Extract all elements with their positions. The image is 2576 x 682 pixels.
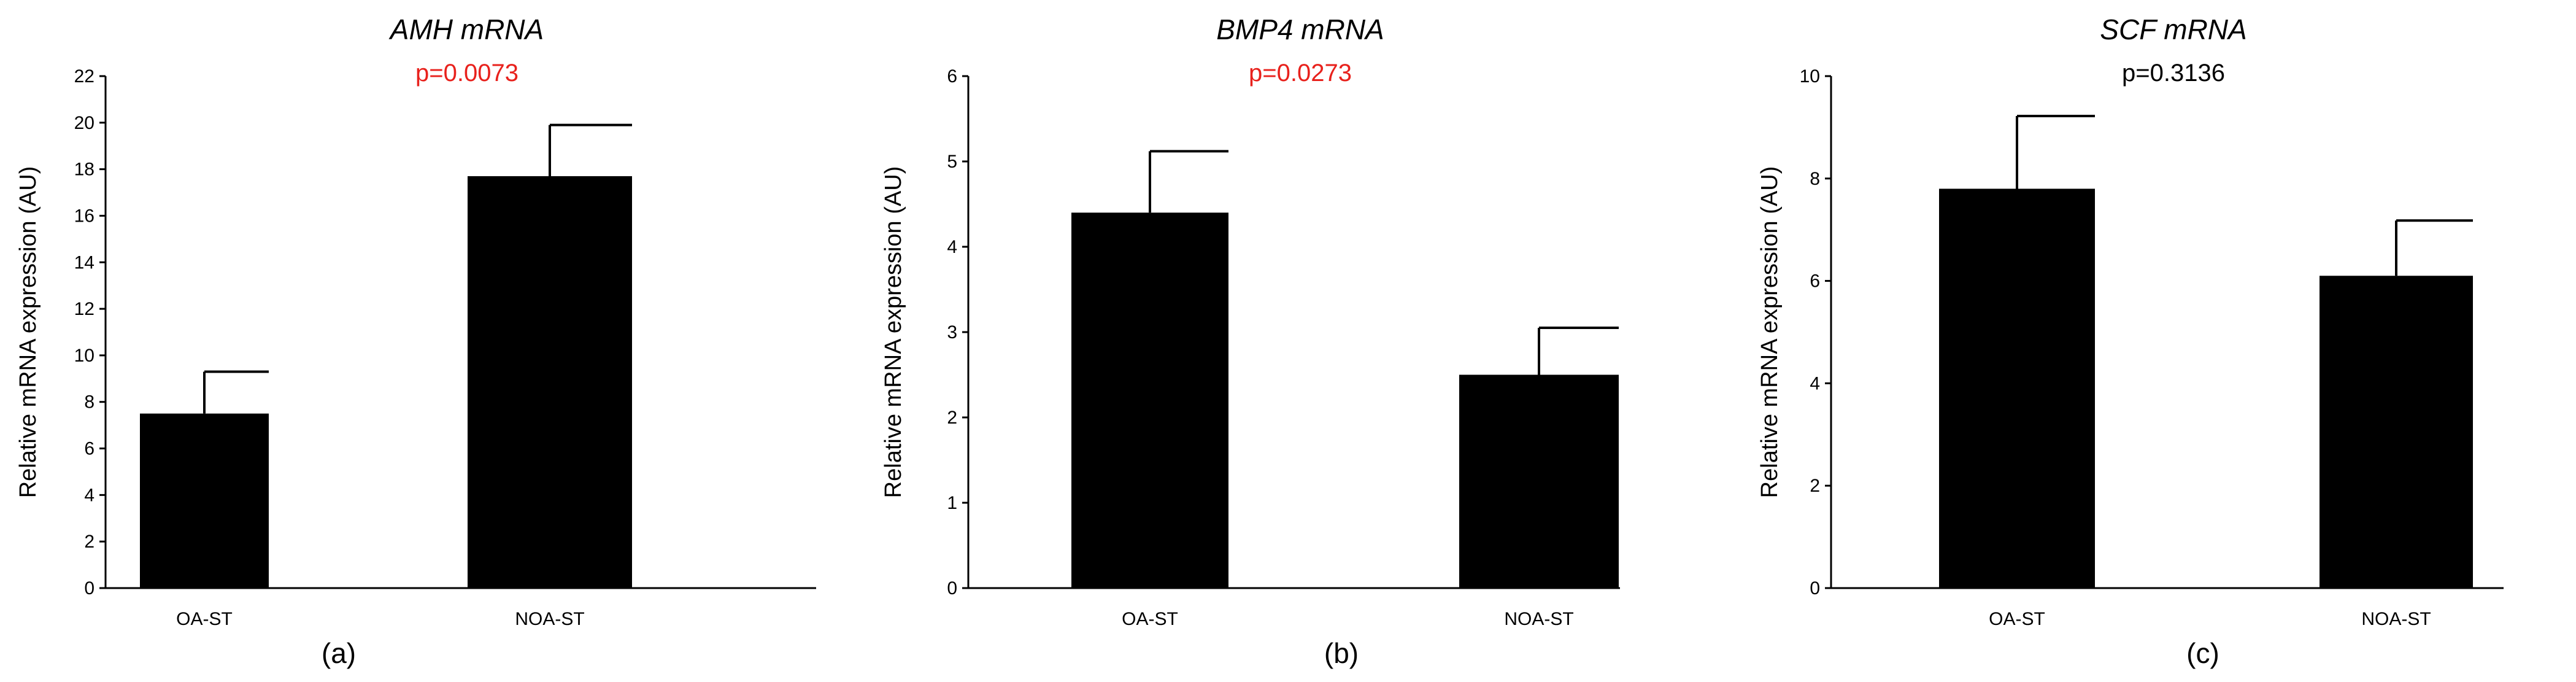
y-tick-label: 10 [74,346,94,366]
bar-noa-st [468,176,632,588]
p-value-annotation: p=0.3136 [2122,60,2225,87]
category-label: NOA-ST [515,609,584,629]
category-label: OA-ST [1989,609,2045,629]
chart-title: BMP4 mRNA [1216,14,1384,45]
y-tick-label: 4 [1810,373,1820,393]
p-value-annotation: p=0.0273 [1249,60,1352,87]
bar-noa-st [1459,374,1619,588]
chart-panel-2: BMP4 mRNA p=0.0273 0 1 2 3 4 5 6 Relative mRNA ex… [881,14,1620,669]
y-axis-label: Relative mRNA expression (AU) [15,166,41,498]
y-tick-label: 6 [1810,271,1820,292]
y-axis-label: Relative mRNA expression (AU) [881,166,906,498]
y-tick-label: 6 [947,66,957,87]
category-label: OA-ST [1122,609,1178,629]
y-tick-label: 3 [947,322,957,343]
y-tick-label: 14 [74,252,94,273]
bar-oa-st [1071,212,1228,588]
panel-label: (c) [2186,637,2219,669]
y-tick-label: 2 [1810,476,1820,496]
chart-title: SCF mRNA [2100,14,2246,45]
y-tick-label: 16 [74,206,94,226]
y-tick-label: 18 [74,160,94,180]
p-value-annotation: p=0.0073 [415,60,519,87]
y-tick-label: 20 [74,113,94,133]
y-tick-label: 1 [947,493,957,513]
chart-panel-3: SCF mRNA p=0.3136 0 2 4 6 8 10 Relative mRNA exp… [1757,14,2504,669]
bar-oa-st [140,413,269,588]
y-axis-label: Relative mRNA expression (AU) [1757,166,1783,498]
bar-oa-st [1939,188,2095,589]
chart-title: AMH mRNA [388,14,544,45]
y-tick-label: 2 [84,532,94,552]
y-tick-label: 12 [74,299,94,319]
category-label: OA-ST [176,609,233,629]
y-tick-label: 22 [74,66,94,87]
category-label: NOA-ST [2361,609,2431,629]
category-label: NOA-ST [1504,609,1573,629]
panel-label: (b) [1324,637,1359,669]
y-tick-label: 2 [947,408,957,428]
panel-label: (a) [322,637,356,669]
y-tick-label: 4 [947,237,957,257]
y-tick-label: 5 [947,152,957,172]
y-tick-label: 0 [947,578,957,599]
y-tick-label: 0 [84,578,94,599]
y-tick-label: 0 [1810,578,1820,599]
chart-panel-1: AMH mRNA p=0.0073 0 2 4 6 8 10 12 14 16 18 20 22 Relat… [15,14,816,669]
y-tick-label: 6 [84,439,94,459]
y-tick-label: 10 [1800,66,1820,87]
y-tick-label: 8 [1810,169,1820,189]
y-tick-label: 4 [84,485,94,505]
bar-noa-st [2320,276,2473,588]
y-tick-label: 8 [84,392,94,413]
